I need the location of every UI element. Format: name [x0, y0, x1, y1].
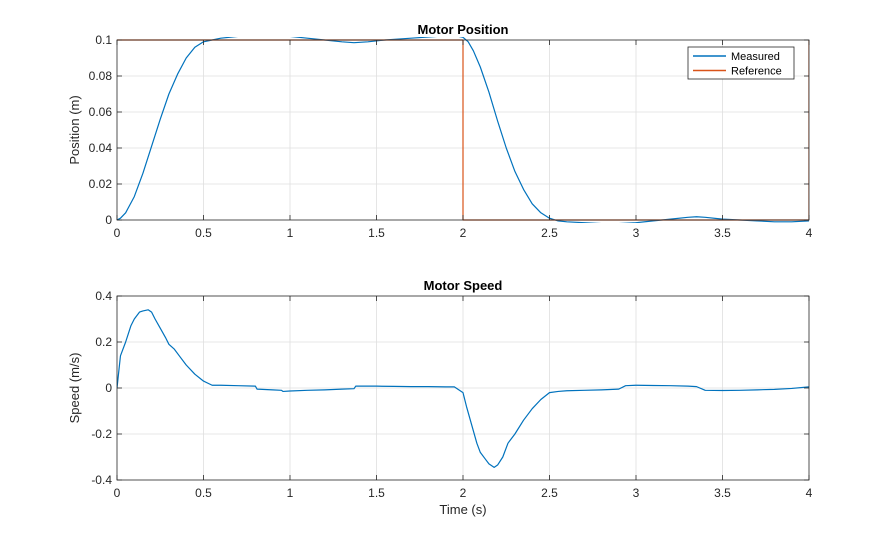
y-tick-label: 0.08: [89, 69, 113, 83]
chart-title: Motor Speed: [424, 278, 503, 293]
x-tick-label: 2.5: [541, 486, 558, 500]
legend-label-measured: Measured: [731, 51, 780, 63]
y-tick-label: 0.04: [89, 141, 113, 155]
x-tick-label: 2: [460, 486, 467, 500]
y-tick-label: 0.06: [89, 105, 113, 119]
speed-chart: 0 0.5 1 1.5 2 2.5 3 3.5 4 -0.4 -0.2 0 0.2 0.4 Motor Sp…: [67, 278, 813, 517]
x-tick-label: 3.5: [714, 486, 731, 500]
x-tick-label: 2.5: [541, 226, 558, 240]
legend-label-reference: Reference: [731, 66, 782, 78]
x-axis-label: Time (s): [439, 502, 486, 517]
y-axis-label: Position (m): [67, 95, 82, 164]
x-tick-label: 4: [806, 226, 813, 240]
position-chart: 0 0.5 1 1.5 2 2.5 3 3.5 4 0 0.02 0.04 0.06 0.08 0.1 Mot…: [67, 22, 813, 240]
x-tick-label: 1.5: [368, 226, 385, 240]
x-tick-label: 3: [633, 226, 640, 240]
x-tick-label: 3.5: [714, 226, 731, 240]
x-tick-label: 3: [633, 486, 640, 500]
y-axis-label: Speed (m/s): [67, 353, 82, 424]
y-tick-label: 0: [105, 213, 112, 227]
y-tick-label: 0.1: [95, 33, 112, 47]
x-tick-label: 1.5: [368, 486, 385, 500]
y-tick-label: -0.2: [91, 427, 112, 441]
x-tick-label: 2: [460, 226, 467, 240]
x-tick-label: 0: [114, 486, 121, 500]
series-line-speed: [117, 309, 809, 468]
y-tick-label: 0.4: [95, 289, 112, 303]
chart-title: Motor Position: [418, 22, 509, 37]
x-tick-label: 1: [287, 486, 294, 500]
x-tick-label: 0.5: [195, 486, 212, 500]
y-tick-label: -0.4: [91, 473, 112, 487]
x-tick-label: 4: [806, 486, 813, 500]
y-tick-label: 0.2: [95, 335, 112, 349]
x-tick-label: 1: [287, 226, 294, 240]
y-tick-label: 0.02: [89, 177, 113, 191]
legend-box: [687, 46, 795, 80]
x-tick-label: 0: [114, 226, 121, 240]
legend: Measured Reference: [687, 46, 795, 80]
x-tick-label: 0.5: [195, 226, 212, 240]
y-tick-label: 0: [105, 381, 112, 395]
